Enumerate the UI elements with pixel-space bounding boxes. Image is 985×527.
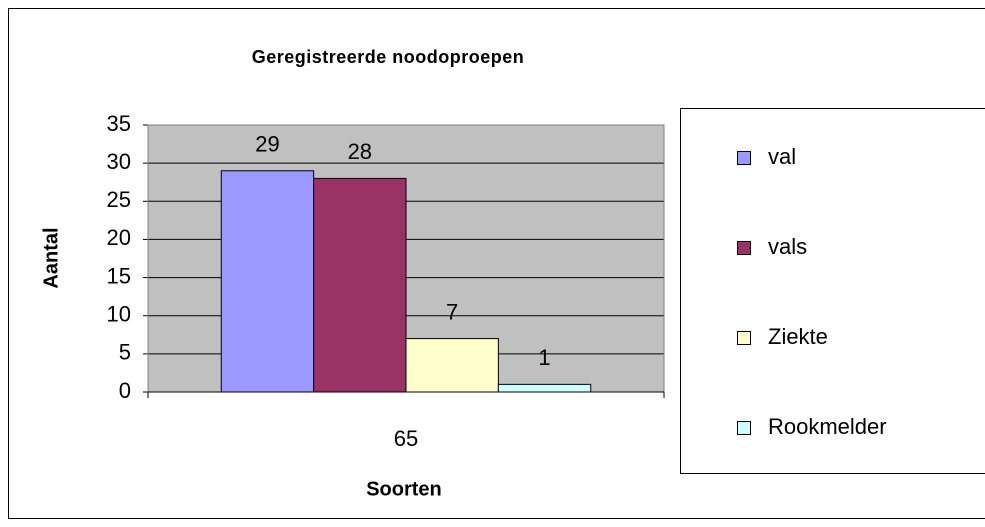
- bar: [220, 170, 315, 393]
- data-label: 1: [538, 345, 550, 370]
- data-label: 28: [348, 139, 372, 164]
- y-tick-label: 20: [107, 225, 131, 250]
- bar: [497, 383, 592, 393]
- y-axis-label: Aantal: [40, 227, 62, 288]
- bar: [313, 177, 407, 393]
- x-tick-label: 65: [394, 426, 418, 451]
- legend-swatch: [737, 421, 751, 435]
- legend-label: Ziekte: [768, 324, 828, 349]
- data-label: 7: [446, 299, 458, 324]
- chart-title: Geregistreerde noodoproepen: [252, 47, 525, 67]
- legend-swatch: [737, 151, 751, 165]
- data-label: 29: [255, 132, 279, 157]
- y-tick-label: 5: [119, 340, 131, 365]
- legend-label: val: [768, 144, 796, 169]
- y-tick-label: 0: [119, 378, 131, 403]
- y-tick-label: 30: [107, 149, 131, 174]
- legend-label: Rookmelder: [768, 414, 887, 439]
- bar: [405, 338, 499, 393]
- y-tick-label: 35: [107, 111, 131, 136]
- legend-label: vals: [768, 234, 807, 259]
- y-tick-label: 15: [107, 263, 131, 288]
- y-tick-label: 25: [107, 187, 131, 212]
- x-axis-label: Soorten: [366, 478, 442, 500]
- y-tick-label: 10: [107, 302, 131, 327]
- legend-box: [680, 108, 985, 474]
- legend-swatch: [737, 331, 751, 345]
- legend-swatch: [737, 241, 751, 255]
